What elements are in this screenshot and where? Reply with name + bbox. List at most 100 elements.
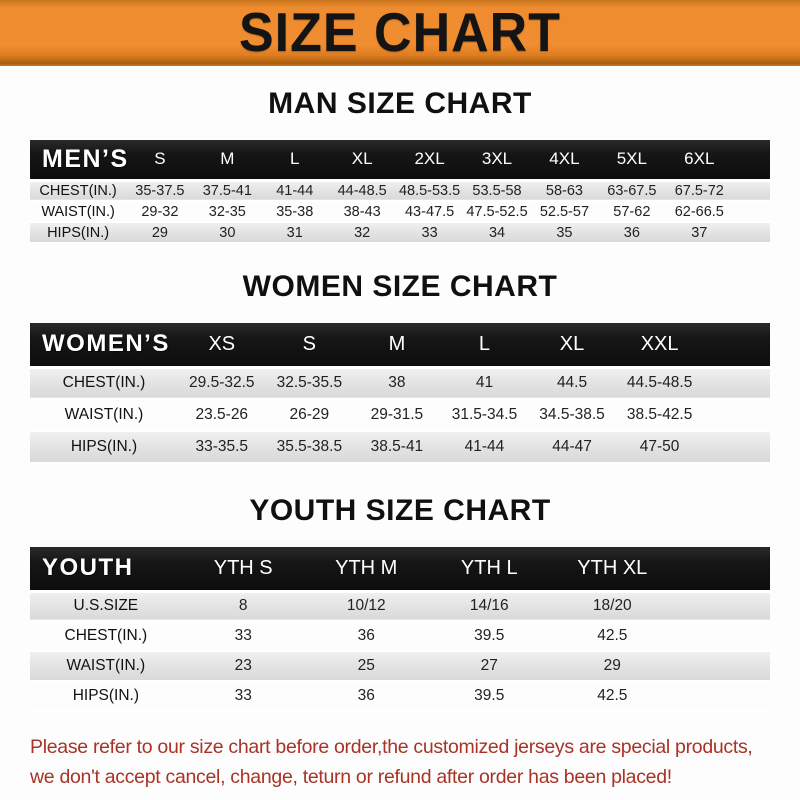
table-corner-label: YOUTH	[30, 547, 182, 593]
row-label: CHEST(IN.)	[30, 621, 182, 652]
men-size-table: MEN’S S M L XL 2XL 3XL 4XL 5XL 6XL CHEST(IN.) 35-37…	[30, 140, 770, 244]
size-value-cell: 47-50	[615, 431, 704, 464]
size-value-cell: 26-29	[265, 399, 354, 432]
spacer-cell	[703, 323, 770, 369]
spacer-cell	[673, 621, 770, 652]
size-value-cell: 44-48.5	[328, 180, 396, 202]
size-value-cell: 47.5-52.5	[463, 201, 531, 223]
size-value-cell: 37	[665, 222, 733, 244]
table-row: HIPS(IN.) 29 30 31 32 33 34 35 36 37	[30, 222, 770, 244]
size-value-cell: 32	[328, 222, 396, 244]
size-value-cell: 39.5	[427, 621, 551, 652]
spacer-cell	[703, 431, 770, 464]
size-value-cell: 23.5-26	[178, 399, 266, 432]
size-value-cell: 32-35	[193, 201, 262, 223]
size-value-cell: 38.5-41	[353, 431, 441, 464]
size-column-header: S	[126, 140, 194, 182]
row-label: HIPS(IN.)	[30, 431, 178, 464]
size-column-header: S	[265, 323, 354, 369]
row-label: CHEST(IN.)	[30, 367, 178, 400]
size-value-cell: 35-38	[261, 201, 329, 223]
table-header-row: YOUTH YTH S YTH M YTH L YTH XL	[30, 547, 770, 593]
row-label: WAIST(IN.)	[30, 651, 182, 682]
spacer-cell	[673, 651, 770, 682]
size-value-cell: 42.5	[550, 681, 674, 712]
size-value-cell: 36	[304, 681, 428, 712]
size-column-header: XL	[528, 323, 616, 369]
size-value-cell: 34.5-38.5	[528, 399, 616, 432]
size-column-header: 3XL	[463, 140, 531, 182]
table-row: WAIST(IN.) 23 25 27 29	[30, 651, 770, 682]
size-value-cell: 67.5-72	[665, 180, 733, 202]
size-value-cell: 41	[440, 367, 529, 400]
size-value-cell: 36	[304, 621, 428, 652]
women-size-table: WOMEN’S XS S M L XL XXL CHEST(IN.) 29.5-32.5 32.5…	[30, 323, 770, 464]
order-policy-line-2: we don't accept cancel, change, teturn o…	[30, 766, 672, 788]
size-value-cell: 23	[181, 651, 305, 682]
order-policy-note: Please refer to our size chart before or…	[30, 732, 772, 792]
size-value-cell: 53.5-58	[463, 180, 531, 202]
table-row: CHEST(IN.) 35-37.5 37.5-41 41-44 44-48.5 48.5…	[30, 180, 770, 202]
size-value-cell: 10/12	[304, 591, 428, 622]
spacer-cell	[733, 222, 770, 244]
spacer-cell	[733, 140, 770, 182]
size-value-cell: 18/20	[550, 591, 674, 622]
size-value-cell: 29	[550, 651, 674, 682]
size-value-cell: 35.5-38.5	[265, 431, 354, 464]
size-value-cell: 33	[181, 681, 305, 712]
size-value-cell: 35	[530, 222, 599, 244]
size-value-cell: 29	[126, 222, 194, 244]
size-value-cell: 33	[395, 222, 464, 244]
size-value-cell: 29.5-32.5	[178, 367, 266, 400]
table-row: WAIST(IN.) 29-32 32-35 35-38 38-43 43-47.5 47.…	[30, 201, 770, 223]
spacer-cell	[673, 547, 770, 593]
row-label: WAIST(IN.)	[30, 399, 178, 432]
size-value-cell: 14/16	[427, 591, 551, 622]
size-value-cell: 58-63	[530, 180, 599, 202]
size-column-header: L	[440, 323, 529, 369]
row-label: WAIST(IN.)	[30, 201, 127, 223]
size-value-cell: 41-44	[261, 180, 329, 202]
size-column-header: YTH XL	[550, 547, 674, 593]
size-value-cell: 30	[193, 222, 262, 244]
spacer-cell	[733, 180, 770, 202]
size-value-cell: 57-62	[598, 201, 666, 223]
table-corner-label: MEN’S	[30, 140, 127, 182]
size-value-cell: 63-67.5	[598, 180, 666, 202]
women-section-heading: WOMEN SIZE CHART	[242, 270, 558, 303]
table-row: CHEST(IN.) 29.5-32.5 32.5-35.5 38 41 44.5 44.5…	[30, 367, 770, 400]
spacer-cell	[733, 201, 770, 223]
size-value-cell: 41-44	[440, 431, 529, 464]
size-value-cell: 44.5	[528, 367, 616, 400]
size-value-cell: 38-43	[328, 201, 396, 223]
size-value-cell: 33-35.5	[178, 431, 266, 464]
size-column-header: XL	[328, 140, 396, 182]
size-value-cell: 52.5-57	[530, 201, 599, 223]
size-column-header: YTH S	[181, 547, 305, 593]
size-column-header: XS	[178, 323, 266, 369]
size-value-cell: 36	[598, 222, 666, 244]
size-chart-banner: SIZE CHART	[0, 0, 800, 66]
size-value-cell: 39.5	[427, 681, 551, 712]
size-column-header: 4XL	[530, 140, 599, 182]
size-column-header: 2XL	[395, 140, 464, 182]
size-value-cell: 31	[261, 222, 329, 244]
size-value-cell: 34	[463, 222, 531, 244]
table-row: CHEST(IN.) 33 36 39.5 42.5	[30, 621, 770, 652]
table-row: HIPS(IN.) 33 36 39.5 42.5	[30, 681, 770, 712]
banner-title: SIZE CHART	[239, 2, 561, 64]
size-column-header: 6XL	[665, 140, 733, 182]
size-column-header: YTH L	[427, 547, 551, 593]
size-column-header: XXL	[615, 323, 704, 369]
table-row: HIPS(IN.) 33-35.5 35.5-38.5 38.5-41 41-44 44-…	[30, 431, 770, 464]
row-label: HIPS(IN.)	[30, 681, 182, 712]
spacer-cell	[703, 399, 770, 432]
size-value-cell: 29-32	[126, 201, 194, 223]
spacer-cell	[673, 681, 770, 712]
table-header-row: MEN’S S M L XL 2XL 3XL 4XL 5XL 6XL	[30, 140, 770, 182]
size-value-cell: 44-47	[528, 431, 616, 464]
size-value-cell: 43-47.5	[395, 201, 464, 223]
size-column-header: YTH M	[304, 547, 428, 593]
spacer-cell	[703, 367, 770, 400]
table-header-row: WOMEN’S XS S M L XL XXL	[30, 323, 770, 369]
